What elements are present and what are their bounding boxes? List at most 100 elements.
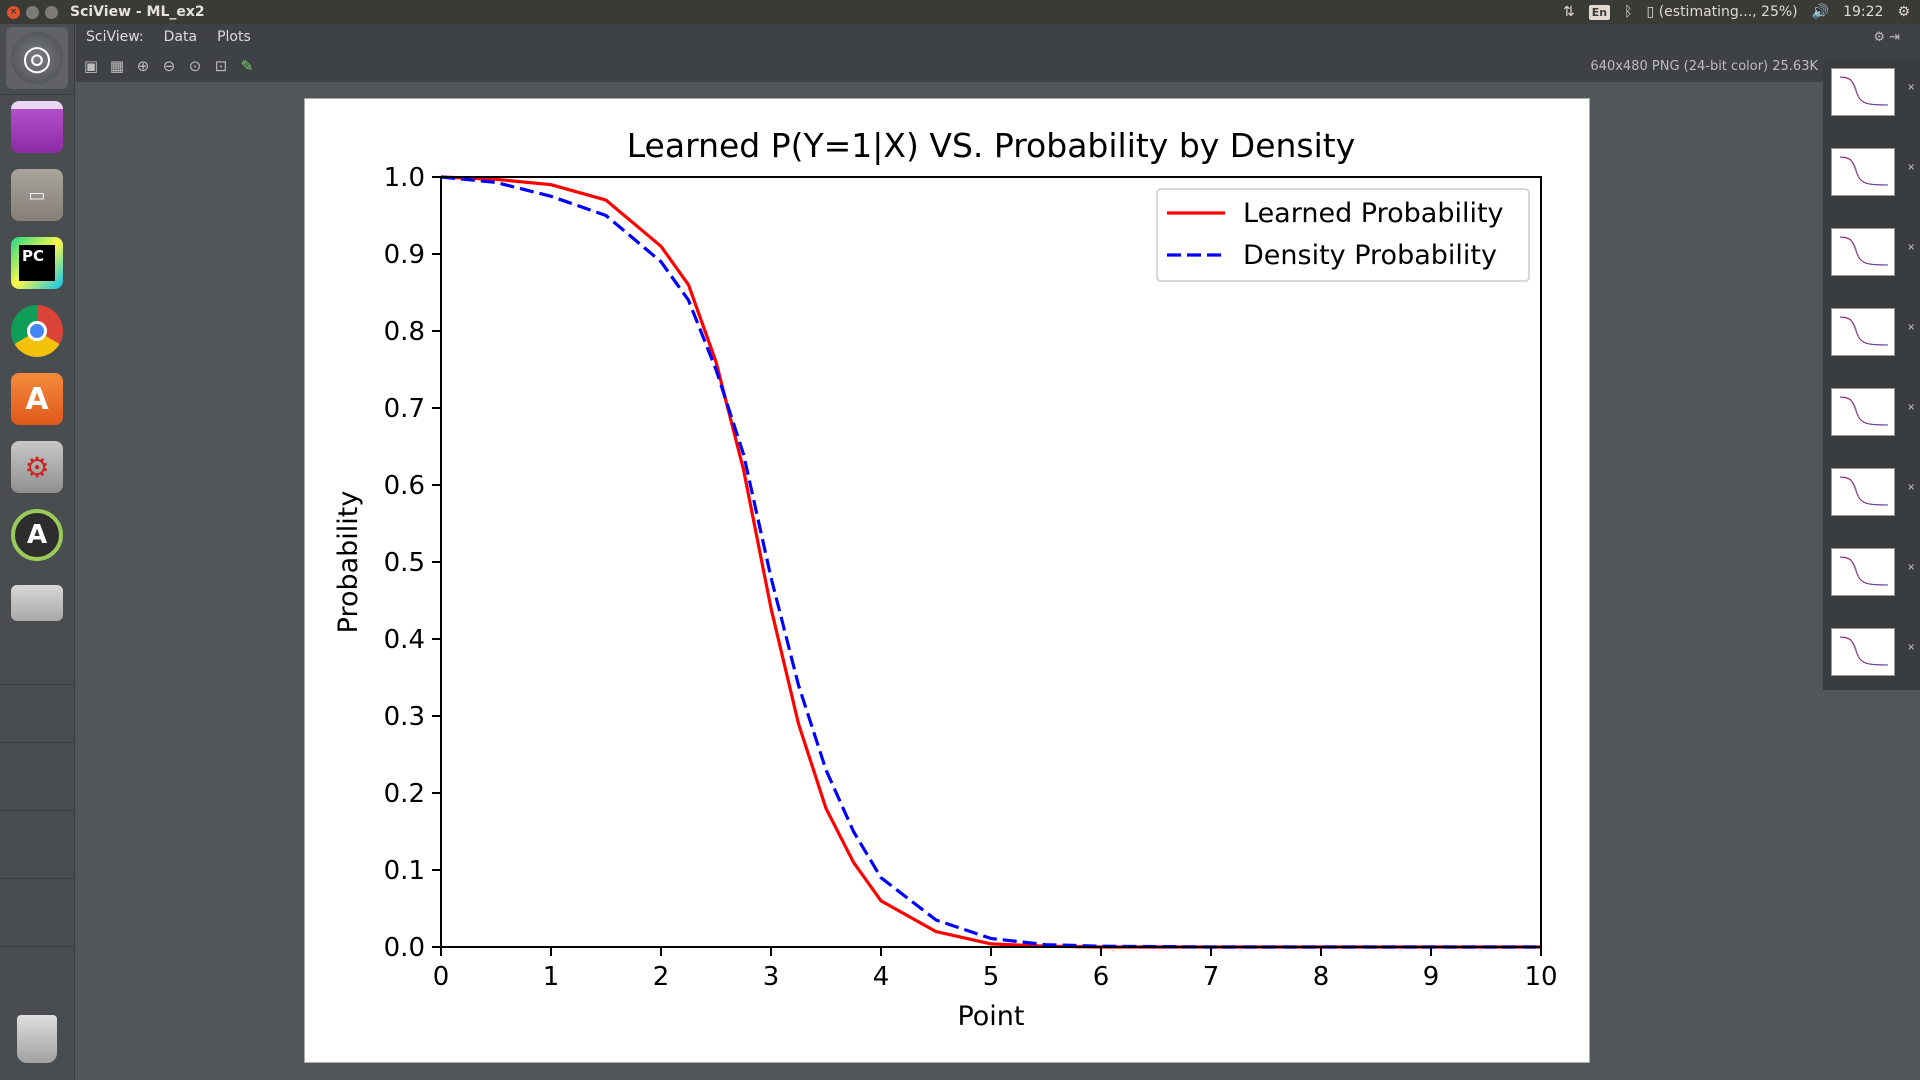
plot-thumbnail[interactable] bbox=[1831, 228, 1895, 276]
window-title: SciView - ML_ex2 bbox=[70, 4, 205, 20]
pycharm-launcher[interactable]: PC bbox=[6, 232, 68, 294]
ubuntu-logo-icon: ◎ bbox=[11, 32, 63, 84]
plot-thumbnail[interactable] bbox=[1831, 68, 1895, 116]
close-thumbnail-icon[interactable]: × bbox=[1907, 242, 1916, 253]
legend-entry-2: Density Probability bbox=[1243, 240, 1497, 271]
close-thumbnail-icon[interactable]: × bbox=[1907, 562, 1916, 573]
trash-launcher[interactable] bbox=[6, 1008, 68, 1070]
launcher: ◎ ▭ PC A ⚙ A bbox=[0, 24, 75, 1080]
software-center-label: A bbox=[25, 381, 49, 417]
color-picker-icon[interactable]: ✎ bbox=[240, 57, 254, 75]
launcher-divider bbox=[0, 742, 75, 743]
launcher-divider bbox=[0, 946, 75, 947]
fit-to-window-icon[interactable]: ⊡ bbox=[214, 57, 228, 75]
software-updater-label: A bbox=[26, 520, 48, 550]
close-thumbnail-icon[interactable]: × bbox=[1907, 402, 1916, 413]
close-thumbnail-icon[interactable]: × bbox=[1907, 642, 1916, 653]
launcher-divider bbox=[0, 878, 75, 879]
plot-frame bbox=[440, 176, 1542, 948]
close-thumbnail-icon[interactable]: × bbox=[1907, 322, 1916, 333]
system-settings-icon[interactable]: ⚙ bbox=[1897, 4, 1910, 20]
menu-sciview[interactable]: SciView: bbox=[86, 29, 144, 45]
battery-icon: ▯ bbox=[1646, 4, 1655, 20]
plot-image: Learned P(Y=1|X) VS. Probability by Dens… bbox=[304, 98, 1590, 1063]
x-tick-label: 6 bbox=[1093, 962, 1110, 992]
updater-icon: A bbox=[11, 509, 63, 561]
dash-home-button[interactable]: ◎ bbox=[6, 27, 68, 89]
launcher-divider bbox=[0, 94, 75, 95]
x-tick-label: 5 bbox=[983, 962, 1000, 992]
plot-thumbnail[interactable] bbox=[1831, 628, 1895, 676]
menu-data[interactable]: Data bbox=[163, 29, 198, 45]
grid-view-icon[interactable]: ▦ bbox=[109, 57, 125, 75]
zoom-in-icon[interactable]: ⊕ bbox=[136, 57, 150, 75]
save-image-icon[interactable]: ▣ bbox=[83, 57, 99, 75]
x-tick-label: 3 bbox=[763, 962, 780, 992]
shopping-bag-icon: A bbox=[11, 373, 63, 425]
panel-settings-icon[interactable]: ⚙ ⇥ bbox=[1873, 29, 1900, 45]
system-tools-launcher[interactable]: ⚙ bbox=[6, 436, 68, 498]
chrome-icon bbox=[11, 305, 63, 357]
chrome-launcher[interactable] bbox=[6, 300, 68, 362]
plot-thumbnail[interactable] bbox=[1831, 148, 1895, 196]
plot-thumbnail[interactable] bbox=[1831, 308, 1895, 356]
clock[interactable]: 19:22 bbox=[1843, 4, 1884, 20]
plot-thumbnail[interactable] bbox=[1831, 388, 1895, 436]
probability-chart: Learned P(Y=1|X) VS. Probability by Dens… bbox=[333, 126, 1558, 1032]
x-tick-label: 7 bbox=[1203, 962, 1220, 992]
hard-drive-icon bbox=[11, 585, 63, 621]
bluetooth-icon[interactable]: ᛒ bbox=[1624, 4, 1633, 20]
close-thumbnail-icon[interactable]: × bbox=[1907, 482, 1916, 493]
x-tick-label: 8 bbox=[1313, 962, 1330, 992]
x-tick-label: 10 bbox=[1524, 962, 1557, 992]
wrench-gear-icon: ⚙ bbox=[11, 441, 63, 493]
actual-size-icon[interactable]: ⊙ bbox=[188, 57, 202, 75]
network-sort-icon[interactable]: ⇅ bbox=[1563, 4, 1575, 20]
software-center-launcher[interactable]: A bbox=[6, 368, 68, 430]
y-tick-label: 0.1 bbox=[384, 856, 425, 886]
x-tick-label: 9 bbox=[1423, 962, 1440, 992]
top-panel: × SciView - ML_ex2 ⇅ En ᛒ ▯ (estimating.… bbox=[0, 0, 1920, 24]
battery-status-text: (estimating..., 25%) bbox=[1658, 4, 1798, 20]
x-tick-label: 2 bbox=[653, 962, 670, 992]
y-tick-label: 0.3 bbox=[384, 702, 425, 732]
software-updater-launcher[interactable]: A bbox=[6, 504, 68, 566]
y-tick-label: 0.4 bbox=[384, 625, 425, 655]
menu-plots[interactable]: Plots bbox=[217, 29, 251, 45]
close-window-button[interactable]: × bbox=[7, 5, 20, 19]
image-info-text: 640x480 PNG (24-bit color) 25.63K bbox=[1590, 58, 1818, 74]
zoom-out-icon[interactable]: ⊖ bbox=[162, 57, 176, 75]
series-line-2 bbox=[440, 175, 1541, 949]
file-cabinet-icon: ▭ bbox=[11, 169, 63, 221]
series-line-1 bbox=[440, 175, 1541, 949]
sciview-menubar: SciView: Data Plots ⚙ ⇥ bbox=[76, 24, 1920, 50]
battery-indicator[interactable]: ▯ (estimating..., 25%) bbox=[1647, 4, 1798, 20]
files-launcher[interactable]: ▭ bbox=[6, 164, 68, 226]
close-thumbnail-icon[interactable]: × bbox=[1907, 82, 1916, 93]
minimize-window-button[interactable] bbox=[26, 5, 39, 19]
plot-thumbnail[interactable] bbox=[1831, 468, 1895, 516]
purple-app-launcher[interactable] bbox=[6, 96, 68, 158]
legend-entry-1: Learned Probability bbox=[1243, 198, 1504, 229]
y-tick-label: 0.6 bbox=[384, 471, 425, 501]
sciview-toolbar: ▣ ▦ ⊕ ⊖ ⊙ ⊡ ✎ 640x480 PNG (24-bit color)… bbox=[76, 50, 1920, 82]
x-tick-label: 1 bbox=[543, 962, 560, 992]
legend-box bbox=[1156, 188, 1530, 282]
drive-launcher[interactable] bbox=[6, 572, 68, 634]
y-tick-label: 0.7 bbox=[384, 394, 425, 424]
x-axis-label: Point bbox=[957, 1001, 1024, 1032]
launcher-divider bbox=[0, 684, 75, 685]
pycharm-icon: PC bbox=[11, 237, 63, 289]
keyboard-language-indicator[interactable]: En bbox=[1588, 4, 1611, 20]
y-tick-label: 0.0 bbox=[384, 933, 425, 963]
volume-icon[interactable]: 🔊 bbox=[1811, 4, 1830, 20]
y-axis-label: Probability bbox=[333, 491, 364, 634]
close-thumbnail-icon[interactable]: × bbox=[1907, 162, 1916, 173]
window-app-icon bbox=[11, 101, 63, 153]
maximize-window-button[interactable] bbox=[45, 5, 58, 19]
plot-thumbnail[interactable] bbox=[1831, 548, 1895, 596]
trash-icon bbox=[17, 1015, 57, 1063]
y-tick-label: 0.8 bbox=[384, 317, 425, 347]
y-tick-label: 0.2 bbox=[384, 779, 425, 809]
y-tick-label: 0.5 bbox=[384, 548, 425, 578]
